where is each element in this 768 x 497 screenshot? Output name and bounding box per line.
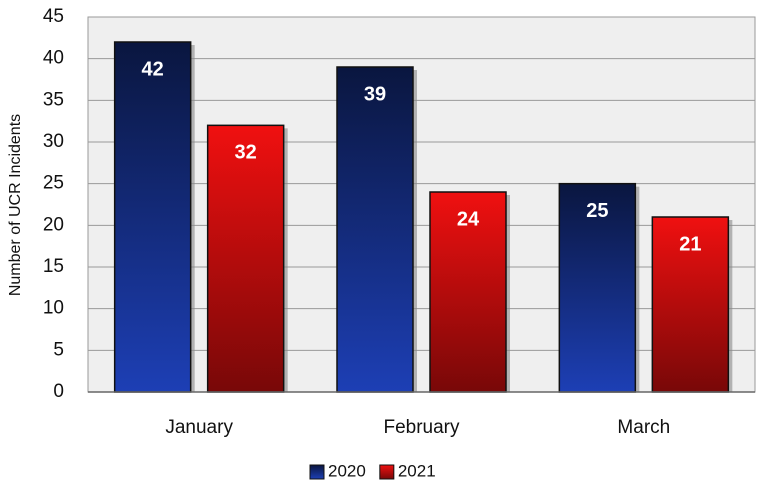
x-tick-label: February	[383, 417, 460, 438]
legend-swatch	[309, 464, 325, 480]
y-tick-label: 30	[43, 131, 64, 152]
plot-area	[87, 16, 756, 393]
value-label: 42	[142, 58, 164, 80]
y-axis-label: Number of UCR Incidents	[7, 114, 24, 296]
legend-swatch	[379, 464, 395, 480]
value-label: 39	[364, 83, 386, 105]
value-label: 25	[586, 200, 608, 222]
y-tick-label: 15	[43, 256, 64, 277]
y-tick-label: 10	[43, 298, 64, 319]
y-tick-label: 40	[43, 48, 64, 69]
legend-label: 2021	[398, 461, 436, 480]
y-tick-label: 5	[53, 339, 64, 360]
x-tick-label: March	[617, 417, 670, 438]
value-label: 21	[679, 233, 701, 255]
y-tick-label: 25	[43, 173, 64, 194]
bar	[651, 216, 730, 393]
value-label: 32	[235, 142, 257, 164]
bar	[336, 66, 414, 393]
y-tick-label: 45	[43, 6, 64, 27]
y-tick-label: 0	[53, 381, 64, 402]
bar	[113, 41, 192, 393]
y-tick-label: 20	[43, 214, 64, 235]
value-label: 24	[457, 208, 480, 230]
y-tick-label: 35	[43, 89, 64, 110]
x-tick-label: January	[165, 417, 233, 438]
bar	[206, 124, 285, 393]
legend-label: 2020	[328, 461, 366, 480]
